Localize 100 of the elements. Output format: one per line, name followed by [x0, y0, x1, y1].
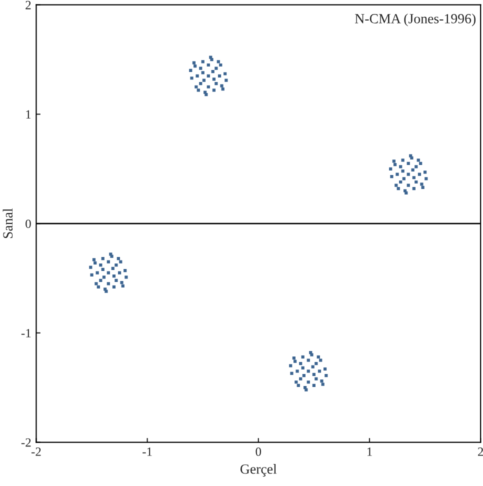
y-tick-label: -1 [21, 328, 31, 338]
point [118, 271, 122, 274]
point [290, 372, 294, 375]
point [406, 184, 410, 187]
point [296, 370, 299, 373]
point [119, 260, 122, 264]
point [320, 379, 324, 383]
point [402, 177, 406, 180]
point [216, 60, 220, 64]
point [306, 370, 310, 373]
point [309, 351, 312, 354]
point [314, 362, 318, 366]
point [389, 167, 392, 170]
point [406, 162, 410, 165]
point [124, 269, 127, 272]
x-tick-label: -1 [142, 448, 152, 456]
x-tick-label: -2 [31, 448, 41, 456]
point [189, 68, 192, 72]
point [224, 72, 227, 76]
point [418, 172, 422, 176]
x-tick-label: 1 [367, 448, 372, 456]
point [121, 284, 124, 288]
y-tick-label: 1 [26, 110, 31, 119]
point [416, 158, 420, 162]
y-tick-label: 2 [26, 0, 31, 10]
point [196, 88, 200, 92]
point [206, 85, 210, 88]
point [224, 78, 228, 82]
point [114, 278, 118, 282]
point [194, 85, 198, 88]
point [296, 384, 300, 387]
point [106, 271, 110, 274]
point [96, 271, 99, 274]
x-axis-title: Gerçel [240, 464, 277, 477]
point [306, 380, 310, 384]
point [199, 82, 202, 86]
point [390, 174, 394, 178]
point [112, 285, 116, 289]
point [401, 158, 404, 162]
point [420, 182, 424, 186]
point [301, 366, 304, 370]
point [204, 92, 208, 96]
point [212, 78, 216, 81]
point [396, 172, 399, 176]
point [202, 78, 206, 82]
point [94, 282, 98, 286]
y-tick-label: 0 [26, 220, 31, 228]
y-axis-title: Sanal [2, 208, 13, 238]
point [392, 160, 396, 163]
point [106, 260, 110, 264]
point [412, 187, 416, 190]
annotation: N-CMA (Jones-1996) [355, 14, 476, 26]
point [289, 364, 292, 368]
point [294, 360, 297, 363]
point [101, 257, 104, 260]
point [421, 186, 424, 190]
point [314, 377, 318, 380]
x-tick-label: 0 [256, 447, 262, 456]
point [99, 278, 102, 282]
point [221, 88, 224, 91]
point [423, 170, 427, 174]
point [414, 180, 418, 184]
point [399, 180, 402, 184]
point [201, 71, 204, 74]
point [424, 177, 428, 180]
point [292, 356, 296, 360]
point [211, 70, 214, 74]
point [401, 170, 404, 173]
point [114, 264, 118, 267]
point [190, 76, 194, 80]
point [106, 282, 110, 286]
point [312, 372, 316, 376]
point [311, 365, 314, 368]
point [301, 355, 304, 359]
point [399, 165, 402, 168]
point [94, 261, 97, 264]
point [101, 268, 104, 272]
point [218, 74, 222, 78]
point [214, 66, 218, 70]
point [196, 74, 199, 78]
point [90, 273, 94, 277]
point [312, 384, 316, 387]
point [206, 63, 210, 67]
point [321, 382, 324, 386]
point [220, 84, 224, 88]
point [102, 276, 106, 279]
point [116, 257, 120, 260]
point [316, 355, 320, 359]
point [89, 266, 92, 269]
point [199, 66, 202, 70]
point [92, 258, 96, 262]
point [209, 56, 212, 59]
point [109, 252, 112, 256]
point [414, 165, 418, 168]
point [201, 60, 204, 64]
point [406, 172, 410, 176]
point [302, 374, 306, 378]
y-tick-label: -2 [21, 438, 31, 447]
point [99, 264, 102, 267]
point [294, 380, 298, 384]
